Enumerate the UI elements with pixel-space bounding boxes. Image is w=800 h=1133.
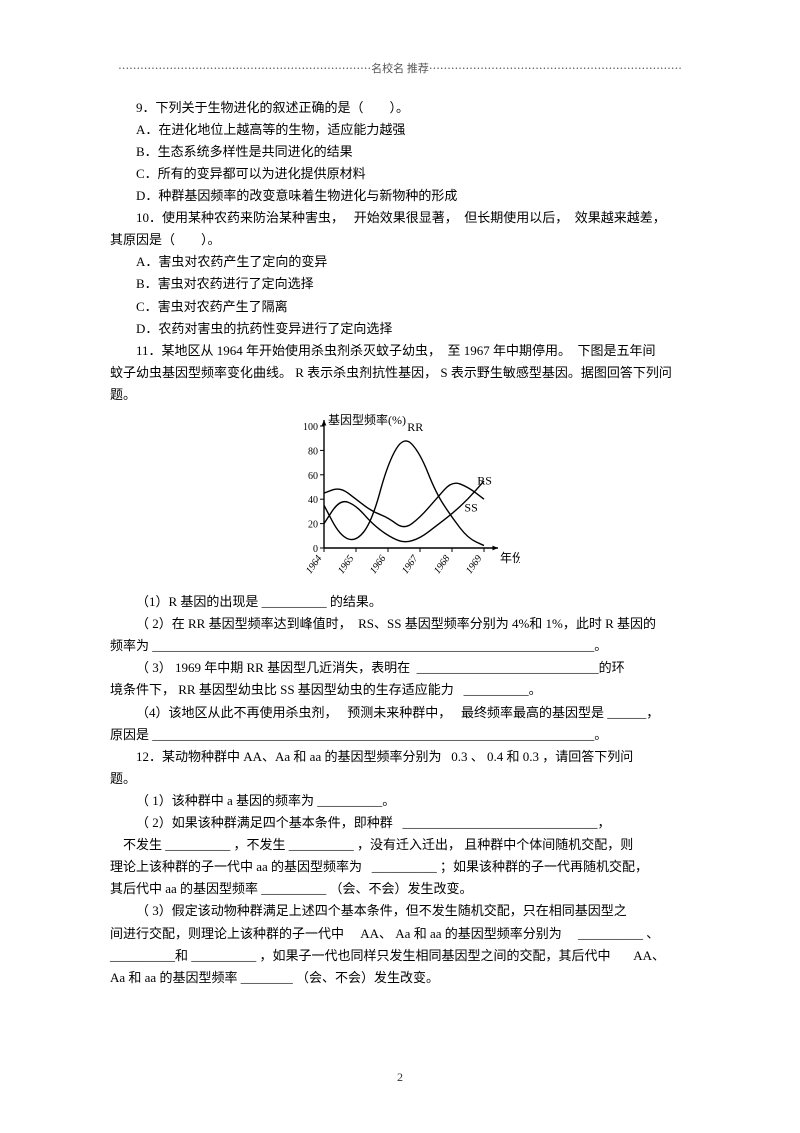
svg-text:100: 100 — [303, 422, 318, 433]
q12-p1: （ 1）该种群中 a 基因的频率为 __________。 — [110, 790, 690, 812]
q10-stem: 10．使用某种农药来防治某种害虫， 开始效果很显著， 但长期使用以后， 效果越来… — [110, 207, 690, 229]
q12-stem: 12．某动物种群中 AA、Aa 和 aa 的基因型频率分别为 0.3 、 0.4… — [110, 746, 690, 768]
page-content: 9．下列关于生物进化的叙述正确的是（ ）。 A．在进化地位上越高等的生物，适应能… — [0, 87, 800, 989]
q11-stem-2: 蚊子幼虫基因型频率变化曲线。 R 表示杀虫剂抗性基因， S 表示野生敏感型基因。… — [110, 362, 690, 384]
q12-p2c: 不发生 __________ ，不发生 __________ ，没有迁入迁出， … — [110, 834, 690, 856]
q10-stem-2: 其原因是（ ）。 — [110, 229, 690, 251]
q10-b: B．害虫对农药进行了定向选择 — [110, 273, 690, 295]
q9-b: B．生态系统多样性是共同进化的结果 — [110, 141, 690, 163]
svg-text:SS: SS — [464, 500, 477, 514]
svg-text:60: 60 — [308, 471, 318, 482]
q9-d: D．种群基因频率的改变意味着生物进化与新物种的形成 — [110, 185, 690, 207]
svg-text:20: 20 — [308, 520, 318, 531]
svg-text:40: 40 — [308, 495, 318, 506]
q9-c: C．所有的变异都可以为进化提供原材料 — [110, 163, 690, 185]
svg-text:1966: 1966 — [368, 553, 388, 576]
q11-stem-3: 题。 — [110, 384, 690, 406]
q11-p3c: 境条件下， RR 基因型幼虫比 SS 基因型幼虫的生存适应能力 ________… — [110, 679, 690, 701]
svg-text:基因型频率(%): 基因型频率(%) — [328, 412, 406, 427]
q12-p2d: 理论上该种群的子一代中 aa 的基因型频率为 __________ ；如果该种群… — [110, 856, 690, 878]
svg-text:RR: RR — [407, 420, 423, 434]
svg-text:年份: 年份 — [500, 551, 520, 565]
q11-stem: 11．某地区从 1964 年开始使用杀虫剂杀灭蚊子幼虫， 至 1967 年中期停… — [110, 340, 690, 362]
header-dashline: ⋯⋯⋯⋯⋯⋯⋯⋯⋯⋯⋯⋯⋯⋯⋯⋯⋯⋯⋯⋯⋯⋯⋯名校名 推荐⋯⋯⋯⋯⋯⋯⋯⋯⋯⋯⋯… — [0, 0, 800, 87]
q12-p3e: __________和 __________ ，如果子一代也同样只发生相同基因型… — [110, 945, 690, 967]
q10-d: D．农药对害虫的抗药性变异进行了定向选择 — [110, 318, 690, 340]
q12-p3b: 间进行交配，则理论上该种群的子一代中 AA、 Aa 和 aa 的基因型频率分别为… — [110, 923, 690, 945]
q11-p1: （1）R 基因的出现是 __________ 的结果。 — [110, 591, 690, 613]
svg-text:1968: 1968 — [432, 553, 452, 576]
q12-p2a: （ 2）如果该种群满足四个基本条件，即种群 __________________… — [110, 812, 690, 834]
q11-p2c: 频率为 ____________________________________… — [110, 635, 690, 657]
q12-p3a: （ 3）假定该动物种群满足上述四个基本条件，但不发生随机交配，只在相同基因型之 — [110, 900, 690, 922]
svg-text:0: 0 — [313, 544, 318, 555]
svg-text:1969: 1969 — [464, 553, 484, 576]
svg-text:RS: RS — [477, 474, 492, 488]
genotype-frequency-chart: 基因型频率(%) 100 80 60 40 20 01964 1965 1966 1967 1968… — [110, 412, 690, 589]
svg-text:1964: 1964 — [304, 553, 324, 576]
svg-text:80: 80 — [308, 446, 318, 457]
header-text: 名校名 推荐 — [371, 63, 429, 75]
q12-p3g: Aa 和 aa 的基因型频率 ________ （会、不会）发生改变。 — [110, 967, 690, 989]
q12-stem-2: 题。 — [110, 768, 690, 790]
svg-text:1965: 1965 — [336, 553, 356, 576]
q9-a: A．在进化地位上越高等的生物，适应能力越强 — [110, 119, 690, 141]
q10-c: C．害虫对农药产生了隔离 — [110, 296, 690, 318]
chart-svg: 基因型频率(%) 100 80 60 40 20 01964 1965 1966 1967 1968… — [280, 412, 520, 582]
q10-a: A．害虫对农药产生了定向的变异 — [110, 251, 690, 273]
q11-p4: （4）该地区从此不再使用杀虫剂， 预测未来种群中， 最终频率最高的基因型是 __… — [110, 702, 690, 724]
svg-text:1967: 1967 — [400, 553, 421, 577]
q11-p3: （ 3） 1969 年中期 RR 基因型几近消失，表明在 ___________… — [110, 657, 690, 679]
page-number: 2 — [0, 1067, 800, 1087]
q12-p2f: 其后代中 aa 的基因型频率 __________ （会、不会）发生改变。 — [110, 878, 690, 900]
q11-p2: （ 2）在 RR 基因型频率达到峰值时， RS、SS 基因型频率分别为 4%和 … — [110, 613, 690, 635]
q9-stem: 9．下列关于生物进化的叙述正确的是（ ）。 — [110, 97, 690, 119]
q11-p4d: 原因是 ____________________________________… — [110, 724, 690, 746]
